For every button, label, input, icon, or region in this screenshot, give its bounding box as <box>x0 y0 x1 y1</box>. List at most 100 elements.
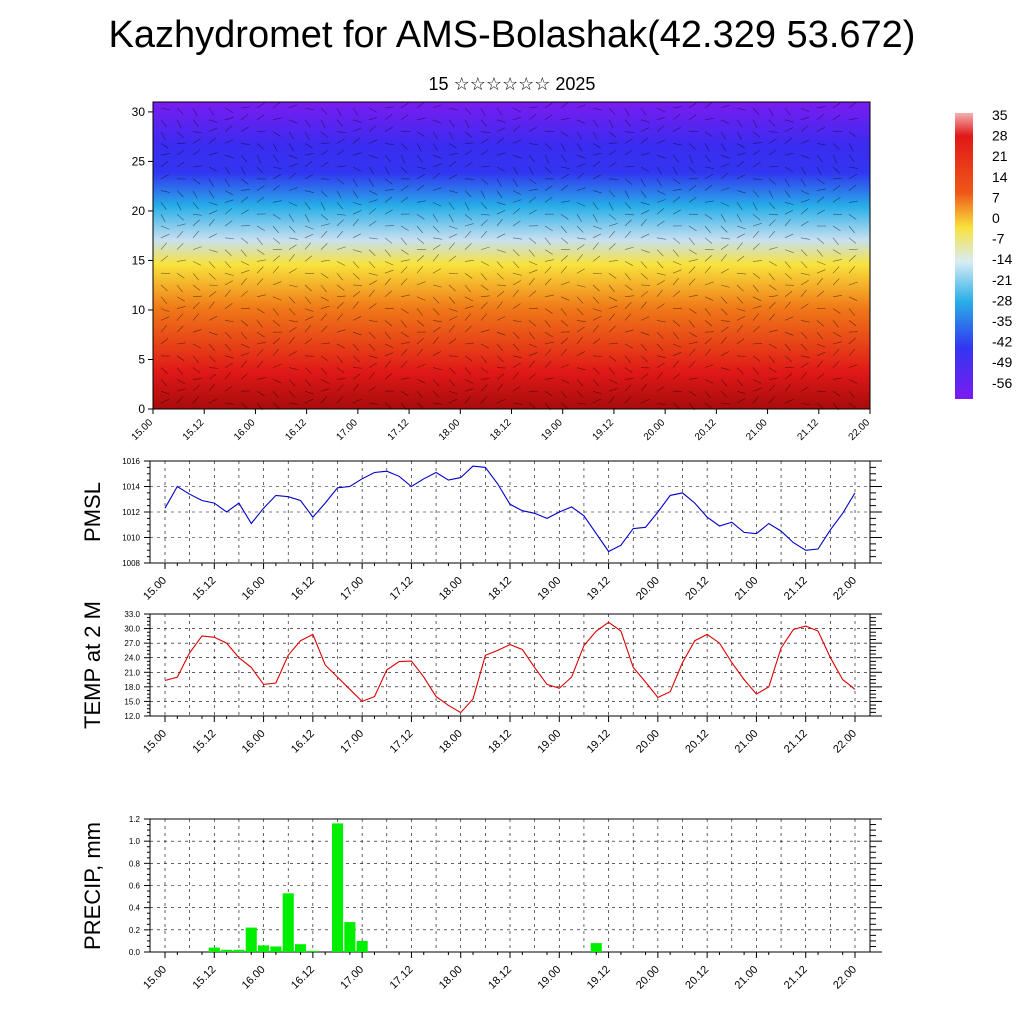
wind-barb <box>736 308 746 312</box>
wind-barb <box>416 174 426 180</box>
wind-barb <box>768 138 777 144</box>
wind-barb <box>256 259 266 262</box>
wind-barb <box>336 302 344 309</box>
wind-barb <box>208 272 216 280</box>
x-tick-label: 17.12 <box>386 417 412 443</box>
wind-barb <box>512 280 521 286</box>
wind-barb <box>832 166 840 174</box>
wind-barb <box>224 343 232 351</box>
wind-barb <box>832 348 840 357</box>
wind-barb <box>288 237 298 240</box>
wind-barb <box>816 113 825 121</box>
wind-barb <box>704 213 713 220</box>
y-tick-label: 1012 <box>122 508 140 517</box>
wind-barb <box>192 378 202 380</box>
wind-barb <box>608 325 616 333</box>
wind-barb <box>800 343 808 351</box>
wind-barb <box>256 114 265 121</box>
wind-barb <box>416 166 426 170</box>
wind-barb <box>160 398 170 404</box>
wind-barb <box>416 237 425 244</box>
wind-barb <box>400 308 409 314</box>
wind-barb <box>208 152 218 156</box>
wind-barb <box>240 166 246 176</box>
wind-barb <box>736 284 744 292</box>
wind-barb <box>800 139 810 144</box>
wind-barb <box>544 341 554 345</box>
wind-barb <box>400 266 408 274</box>
wind-barb <box>432 131 439 140</box>
wind-barb <box>320 396 328 404</box>
wind-barb <box>688 266 696 274</box>
wind-barb <box>400 360 408 368</box>
colorbar-label: -28 <box>992 292 1012 308</box>
wind-barb <box>384 269 394 274</box>
wind-barb <box>752 223 762 227</box>
wind-barb <box>352 190 359 199</box>
wind-barb <box>640 316 650 321</box>
wind-barb <box>432 367 442 371</box>
wind-barb <box>560 184 569 191</box>
wind-barb <box>352 233 362 239</box>
temperature-series-line <box>164 621 856 714</box>
x-tick-label: 18.12 <box>486 575 514 603</box>
wind-barb <box>272 102 281 109</box>
wind-barb <box>272 184 281 191</box>
wind-barb <box>464 149 473 156</box>
wind-barb <box>800 178 806 187</box>
wind-barb <box>336 355 343 364</box>
x-tick-label: 17.12 <box>388 964 416 992</box>
wind-barb <box>432 187 442 191</box>
wind-barb <box>512 116 522 121</box>
wind-barb <box>176 388 186 392</box>
x-tick-label: 17.00 <box>338 964 366 992</box>
wind-barb <box>480 107 486 117</box>
y-tick-label: 5 <box>138 352 145 366</box>
wind-barb <box>192 355 199 364</box>
wind-barb <box>240 352 250 357</box>
wind-barb <box>640 119 650 123</box>
wind-barb <box>304 233 314 239</box>
wind-barb <box>832 143 840 150</box>
y-tick-label: 15 <box>132 253 146 267</box>
wind-barb <box>448 107 458 111</box>
wind-barb <box>320 223 330 227</box>
wind-barb <box>512 208 521 215</box>
wind-barb <box>192 295 202 298</box>
wind-barb <box>672 290 681 298</box>
wind-barb <box>160 338 169 345</box>
wind-barb <box>768 178 777 185</box>
wind-barb <box>720 202 730 207</box>
wind-barb <box>688 197 697 203</box>
wind-barb <box>368 166 375 175</box>
wind-barb <box>304 355 315 357</box>
wind-barb <box>368 320 378 323</box>
wind-barb <box>576 237 586 240</box>
wind-barb <box>448 367 456 374</box>
x-tick-label: 17.00 <box>335 417 361 443</box>
wind-barb <box>496 355 504 363</box>
wind-barb <box>368 261 376 269</box>
x-tick-label: 18.12 <box>486 728 514 756</box>
wind-barb <box>512 139 522 144</box>
wind-barb <box>368 402 378 405</box>
wind-barb <box>576 202 586 207</box>
wind-barb <box>160 255 169 262</box>
colorbar <box>955 113 973 399</box>
wind-barb <box>512 402 522 405</box>
wind-barb <box>544 266 552 274</box>
wind-barb <box>672 320 681 327</box>
wind-barb <box>544 196 553 203</box>
wind-barb <box>224 385 233 392</box>
wind-barb <box>608 107 616 115</box>
wind-barb <box>512 386 521 392</box>
wind-barb <box>656 220 665 227</box>
wind-barb <box>480 165 490 168</box>
wind-barb <box>608 243 616 250</box>
wind-barb <box>336 178 345 185</box>
wind-barb <box>368 125 377 132</box>
x-tick-label: 17.00 <box>338 575 366 603</box>
wind-barb <box>624 190 630 199</box>
wind-barb <box>720 402 730 405</box>
wind-barb <box>416 402 425 409</box>
